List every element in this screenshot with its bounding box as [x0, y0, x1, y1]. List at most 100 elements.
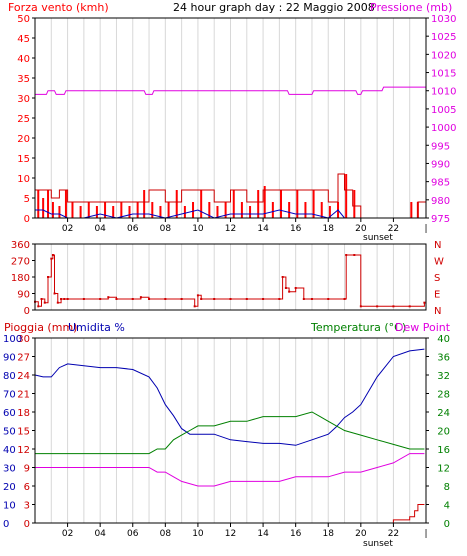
direction-point	[310, 298, 313, 300]
wind-x-tick-label: 02	[62, 224, 73, 234]
temp-y-tick-label: 4	[444, 501, 450, 512]
temp-y-tick-label: 12	[437, 464, 450, 475]
direction-point	[107, 296, 110, 299]
wind-x-tick-label: 16	[290, 224, 302, 234]
wind-speed-bar	[208, 202, 211, 218]
direction-line	[35, 254, 425, 307]
wind-x-tick-label: 18	[323, 224, 335, 234]
compass-label: S	[434, 273, 440, 284]
wind-speed-bar	[120, 202, 123, 218]
direction-point	[262, 298, 265, 300]
wind-speed-bar	[192, 202, 195, 218]
wind-speed-bar	[183, 206, 186, 218]
rain-y-tick-label: 18	[17, 408, 30, 419]
direction-point	[200, 298, 203, 300]
temp-y-tick-label: 16	[437, 445, 450, 456]
weather-x-tick-label: 02	[62, 529, 73, 539]
dewpoint-line	[35, 453, 425, 487]
temp-y-tick-label: 32	[437, 371, 450, 382]
direction-point	[229, 298, 232, 300]
humidity-y-tick-label: 90	[3, 353, 16, 364]
wind-y-tick-label: 45	[17, 34, 30, 45]
direction-y-tick-label: 180	[11, 273, 30, 284]
wind-speed-bar	[51, 202, 54, 218]
wind-speed-bar	[136, 202, 139, 218]
compass-label: E	[434, 290, 440, 301]
direction-point	[423, 301, 426, 304]
wind-x-tick-label: 04	[94, 224, 106, 234]
rain-y-tick-label: 27	[17, 353, 30, 364]
humidity-y-tick-label: 0	[3, 519, 9, 530]
direction-point	[66, 298, 69, 300]
temp-y-tick-label: 0	[444, 519, 450, 530]
wind-speed-bar	[167, 202, 170, 218]
wind-x-tick-label: 12	[225, 224, 236, 234]
direction-point	[376, 305, 379, 308]
direction-point	[99, 298, 102, 300]
wind-speed-bar	[410, 202, 413, 218]
wind-speed-bar	[320, 202, 323, 218]
direction-point	[164, 298, 167, 300]
direction-point	[213, 298, 216, 300]
wind-speed-bar	[95, 206, 98, 218]
rain-y-tick-label: 9	[24, 464, 30, 475]
direction-point	[148, 298, 151, 300]
direction-point	[180, 298, 183, 300]
direction-point	[392, 305, 395, 308]
wind-y-tick-label: 35	[17, 74, 30, 85]
humidity-title: Umidita %	[68, 321, 125, 334]
pressure-y-tick-label: 1005	[431, 105, 456, 116]
wind-y-tick-label: 15	[17, 154, 30, 165]
wind-speed-bar	[175, 190, 178, 218]
wind-speed-bar	[104, 202, 107, 218]
pressure-title: Pressione (mb)	[370, 1, 452, 14]
wind-speed-bar	[47, 190, 50, 218]
direction-point	[343, 298, 346, 300]
direction-point	[43, 301, 46, 304]
wind-speed-bar	[312, 190, 315, 218]
wind-speed-bar	[353, 190, 356, 218]
wind-y-tick-label: 5	[24, 194, 30, 205]
humidity-y-tick-label: 80	[3, 371, 16, 382]
weather-x-tick-label: 20	[355, 529, 367, 539]
pressure-y-tick-label: 980	[431, 196, 450, 207]
wind-y-tick-label: 0	[24, 214, 30, 225]
pressure-y-tick-label: 1015	[431, 69, 456, 80]
wind-speed-bar	[271, 202, 274, 218]
wind-speed-bar	[263, 186, 266, 218]
direction-point	[63, 298, 66, 300]
rain-y-tick-label: 15	[17, 427, 30, 438]
temp-y-tick-label: 24	[437, 408, 450, 419]
wind-speed-bar	[328, 206, 331, 218]
wind-speed-bar	[296, 190, 299, 218]
weather-x-tick-label: 12	[225, 529, 236, 539]
temp-y-tick-label: 8	[444, 482, 450, 493]
wind-gust-line	[35, 173, 426, 219]
direction-y-tick-label: 90	[17, 290, 30, 301]
humidity-y-tick-label: 40	[3, 445, 16, 456]
pressure-y-tick-label: 1030	[431, 14, 456, 25]
wind-speed-bar	[240, 202, 243, 218]
dewpoint-title: Dew Point	[395, 321, 451, 334]
wind-y-tick-label: 25	[17, 114, 30, 125]
rain-y-tick-label: 3	[24, 501, 30, 512]
wind-speed-bar	[71, 202, 74, 218]
temperature-title: Temperatura (°C)	[310, 321, 406, 334]
direction-point	[278, 298, 281, 300]
direction-point	[294, 287, 297, 289]
wind-speed-bar	[79, 206, 82, 218]
wind-speed-bar	[288, 202, 291, 218]
wind-x-tick-label: 06	[127, 224, 139, 234]
wind-speed-bar	[232, 190, 235, 218]
wind-y-tick-label: 30	[17, 94, 30, 105]
wind-speed-bar	[249, 206, 252, 218]
direction-point	[47, 276, 50, 278]
rain-y-tick-label: 21	[17, 390, 30, 401]
wind-y-tick-label: 40	[17, 54, 30, 65]
wind-panel: 0510152025303540455097598098599099510001…	[17, 14, 456, 234]
wind-speed-bar	[42, 198, 45, 218]
direction-point	[82, 298, 85, 300]
direction-point	[53, 292, 56, 295]
temperature-line	[35, 411, 425, 455]
